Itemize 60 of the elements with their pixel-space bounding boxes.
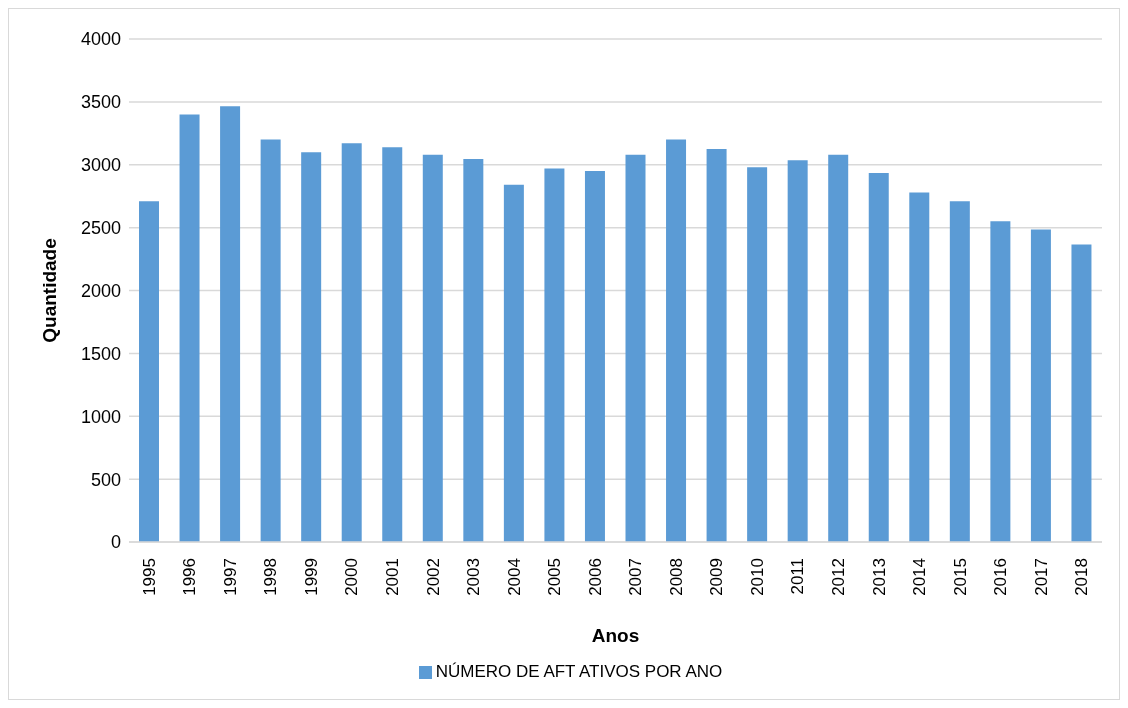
bar <box>868 172 889 542</box>
bar <box>422 154 443 542</box>
bar <box>139 201 159 542</box>
bar <box>666 139 687 542</box>
x-tick-label: 2002 <box>423 558 443 596</box>
x-tick-label: 2008 <box>666 558 686 596</box>
x-tick-label: 2010 <box>747 558 767 596</box>
bar <box>787 160 808 542</box>
bar <box>382 147 403 542</box>
y-tick-label: 2000 <box>80 280 121 301</box>
x-tick-label: 2000 <box>342 558 362 596</box>
bar <box>625 154 646 542</box>
bar <box>260 139 281 542</box>
x-tick-label: 2006 <box>585 558 605 596</box>
x-tick-label: 2016 <box>991 558 1011 596</box>
y-tick-label: 1500 <box>80 343 121 364</box>
y-tick-label: 2500 <box>80 218 121 239</box>
bar <box>949 201 970 542</box>
x-tick-label: 2001 <box>383 558 403 596</box>
y-tick-label: 4000 <box>80 29 121 50</box>
x-tick-label: 2011 <box>788 558 808 595</box>
x-tick-label: 2015 <box>950 558 970 596</box>
bar <box>909 192 930 542</box>
x-tick-label: 2007 <box>626 558 646 596</box>
y-axis-title: Quantidade <box>38 238 60 343</box>
x-tick-label: 2018 <box>1072 558 1092 596</box>
bar <box>990 221 1011 542</box>
x-axis-title: Anos <box>591 625 640 646</box>
x-tick-label: 2014 <box>910 558 930 596</box>
x-tick-label: 2017 <box>1031 558 1051 596</box>
x-tick-label: 1999 <box>301 558 321 596</box>
y-tick-label: 500 <box>90 469 121 490</box>
x-tick-label: 1995 <box>139 558 159 596</box>
legend-label: NÚMERO DE AFT ATIVOS POR ANO <box>435 662 723 681</box>
bar <box>1071 244 1092 542</box>
bar <box>706 149 727 542</box>
bar <box>1030 229 1051 542</box>
bar <box>463 159 484 542</box>
y-tick-label: 3500 <box>80 92 121 113</box>
bar <box>301 152 322 542</box>
y-tick-label: 0 <box>110 532 121 553</box>
bar <box>220 106 241 542</box>
x-tick-label: 2003 <box>464 558 484 596</box>
bar <box>828 154 849 542</box>
bar <box>503 184 524 542</box>
bar <box>341 143 362 542</box>
y-tick-label: 3000 <box>80 155 121 176</box>
x-tick-label: 1998 <box>261 558 281 596</box>
x-tick-label: 2005 <box>545 558 565 596</box>
x-tick-label: 2009 <box>707 558 727 596</box>
bar <box>544 168 565 542</box>
bar <box>747 167 768 542</box>
x-tick-label: 2004 <box>504 558 524 596</box>
x-tick-label: 2013 <box>869 558 889 596</box>
x-tick-label: 1997 <box>220 558 240 596</box>
bar <box>584 171 605 542</box>
bar <box>179 114 200 542</box>
x-tick-label: 2012 <box>828 558 848 596</box>
x-tick-label: 1996 <box>180 558 200 596</box>
y-tick-label: 1000 <box>80 406 121 427</box>
